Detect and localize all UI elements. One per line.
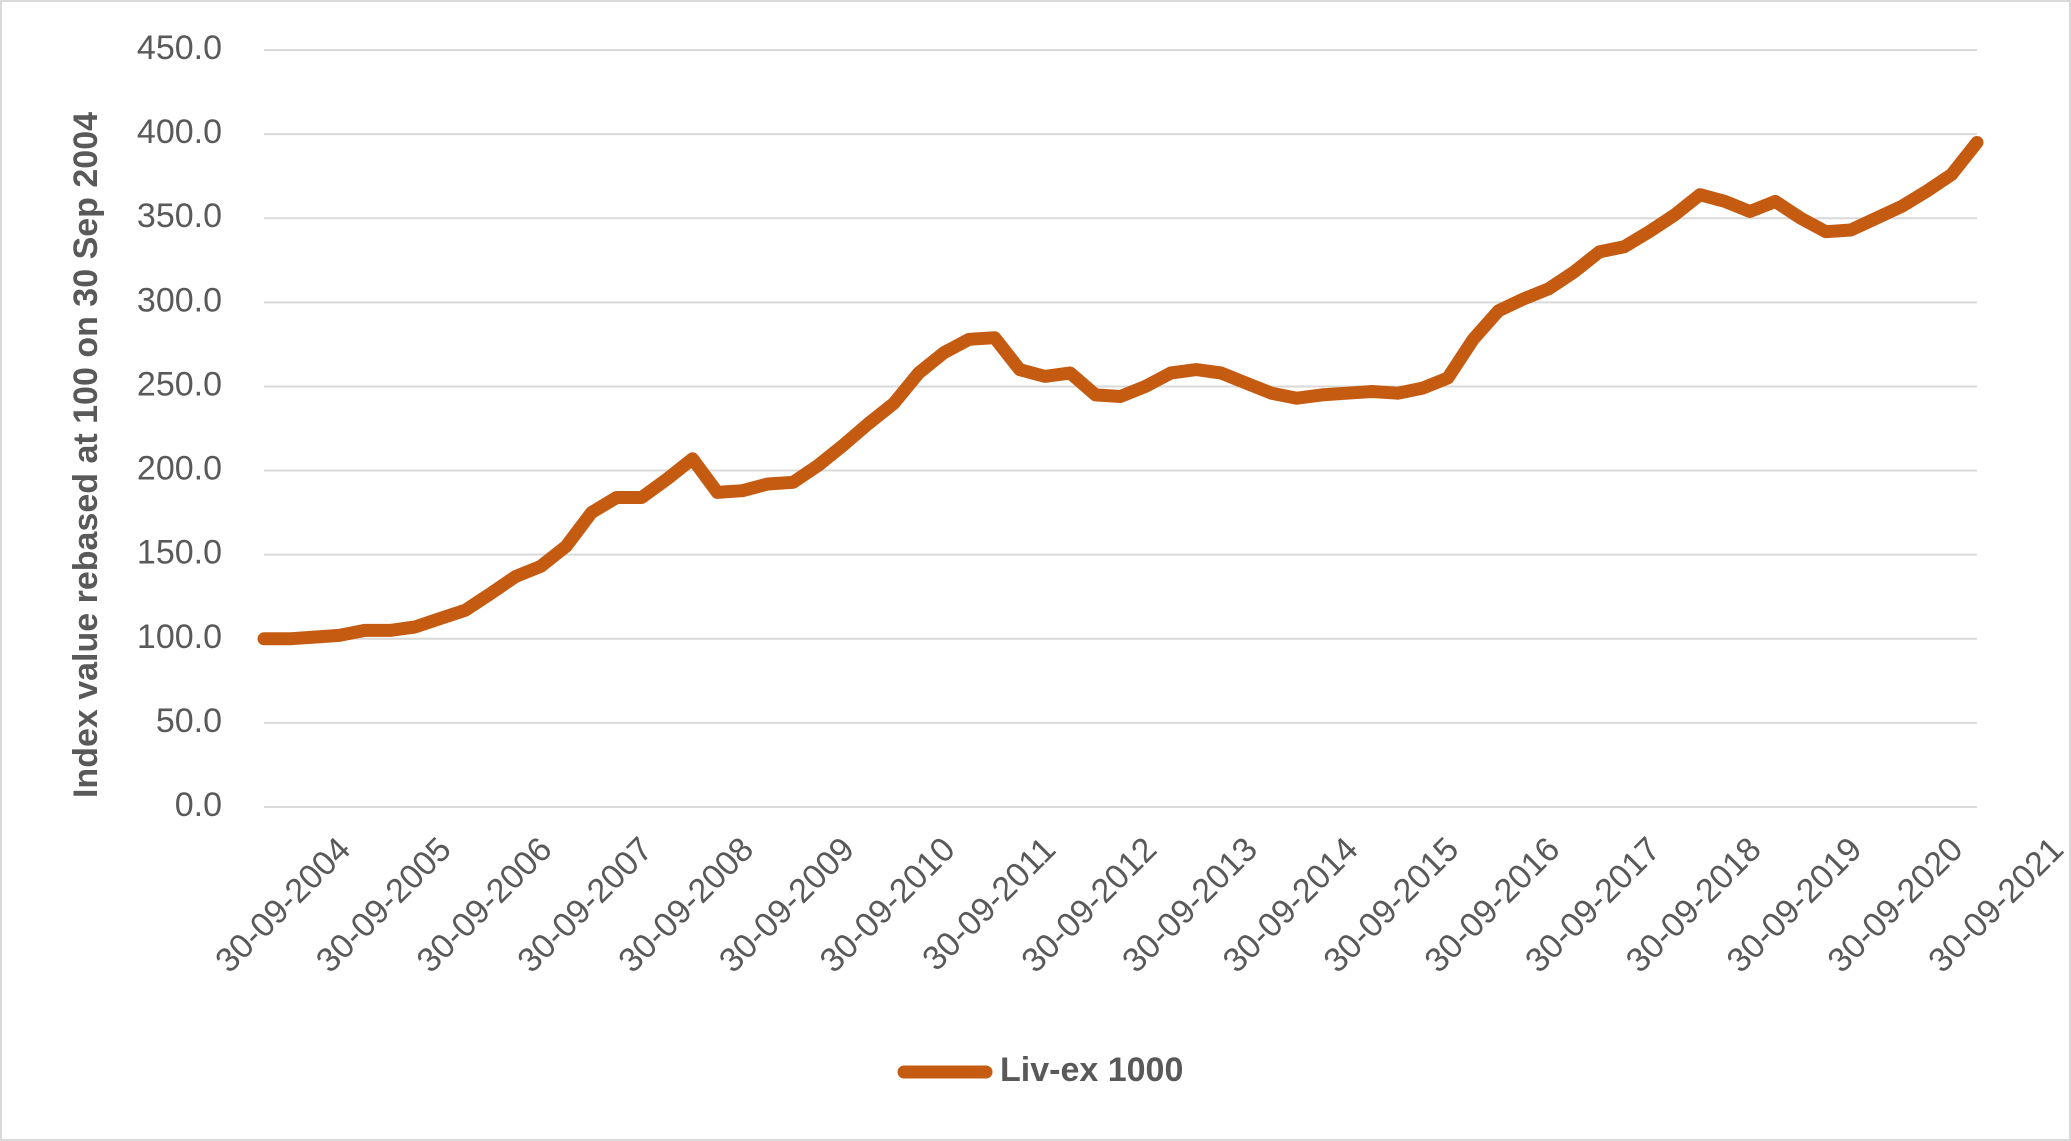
y-tick-label: 200.0: [137, 450, 222, 488]
y-tick-label: 400.0: [137, 113, 222, 151]
y-tick-label: 350.0: [137, 197, 222, 235]
y-tick-label: 100.0: [137, 618, 222, 656]
y-tick-label: 50.0: [156, 702, 222, 740]
legend-label: Liv-ex 1000: [1000, 1051, 1183, 1089]
series-line: [257, 136, 1984, 646]
y-tick-label: 300.0: [137, 281, 222, 319]
y-tick-label: 250.0: [137, 365, 222, 403]
y-tick-label: 150.0: [137, 534, 222, 572]
y-axis-label: Index value rebased at 100 on 30 Sep 200…: [67, 112, 105, 798]
y-tick-label: 0.0: [175, 786, 222, 824]
y-tick-label: 450.0: [137, 29, 222, 67]
